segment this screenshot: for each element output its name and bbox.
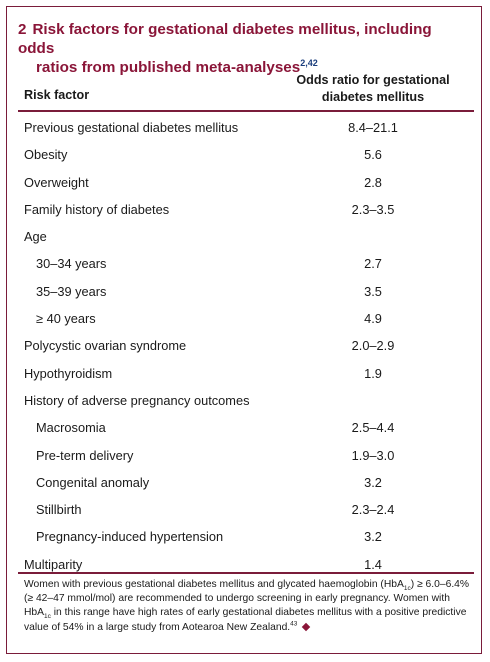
risk-factor-cell: Pre-term delivery — [36, 447, 134, 463]
table-row: Overweight 2.8 — [0, 169, 490, 196]
table-row: Stillbirth 2.3–2.4 — [0, 496, 490, 523]
footnote-part-1: Women with previous gestational diabetes… — [24, 579, 404, 590]
risk-factor-cell: Obesity — [24, 147, 68, 163]
end-diamond-icon — [302, 622, 311, 632]
table-row: Obesity 5.6 — [0, 141, 490, 168]
risk-factor-cell: Polycystic ovarian syndrome — [24, 338, 187, 354]
risk-factor-cell: History of adverse pregnancy outcomes — [24, 392, 250, 408]
odds-ratio-cell: 4.9 — [364, 311, 382, 327]
odds-ratio-cell: 2.7 — [364, 256, 382, 272]
title-references: 2,42 — [300, 57, 318, 68]
footnote-part-2: ) ≥ 6.0–6.4% (≥ 42–47 mmol/mol) are reco… — [24, 579, 470, 619]
table-row: Polycystic ovarian syndrome 2.0–2.9 — [0, 332, 490, 359]
odds-ratio-cell: 1.9 — [364, 365, 382, 381]
risk-factor-cell: Stillbirth — [36, 502, 82, 518]
risk-factor-cell: Overweight — [24, 174, 89, 190]
risk-factor-cell: Congenital anomaly — [36, 474, 150, 490]
column-header-risk-factor: Risk factor — [24, 88, 90, 102]
footnote-sub-1: 1c — [403, 585, 411, 593]
odds-ratio-cell: 2.0–2.9 — [351, 338, 395, 354]
table-row: Previous gestational diabetes mellitus 8.… — [0, 114, 490, 141]
table-row: Hypothyroidism 1.9 — [0, 360, 490, 387]
odds-ratio-cell: 5.6 — [364, 147, 382, 163]
table-row: Pre-term delivery 1.9–3.0 — [0, 442, 490, 469]
risk-factor-cell: Age — [24, 229, 47, 245]
table-row: Family history of diabetes 2.3–3.5 — [0, 196, 490, 223]
table-row: Multiparity 1.4 — [0, 551, 490, 578]
odds-ratio-cell: 3.5 — [364, 283, 382, 299]
risk-factor-cell: Multiparity — [24, 556, 83, 572]
risk-factor-cell: 35–39 years — [36, 283, 107, 299]
risk-factor-cell: Pregnancy-induced hypertension — [36, 529, 224, 545]
table-row: History of adverse pregnancy outcomes — [0, 387, 490, 414]
odds-ratio-cell: 2.5–4.4 — [351, 420, 395, 436]
odds-ratio-cell: 3.2 — [364, 474, 382, 490]
risk-factor-cell: ≥ 40 years — [36, 311, 96, 327]
table-frame — [6, 6, 482, 654]
risk-factor-cell: Family history of diabetes — [24, 201, 170, 217]
table-row: 30–34 years 2.7 — [0, 250, 490, 277]
table-row: 35–39 years 3.5 — [0, 278, 490, 305]
table-number: 2 — [18, 21, 27, 38]
risk-factor-cell: 30–34 years — [36, 256, 107, 272]
odds-ratio-cell: 3.2 — [364, 529, 382, 545]
risk-factor-cell: Hypothyroidism — [24, 365, 113, 381]
table-body: Previous gestational diabetes mellitus 8.… — [0, 114, 490, 578]
table-footnote: Women with previous gestational diabetes… — [24, 578, 470, 635]
odds-ratio-cell: 1.9–3.0 — [351, 447, 395, 463]
table-title: 2 Risk factors for gestational diabetes m… — [18, 20, 468, 77]
odds-ratio-cell: 2.8 — [364, 174, 382, 190]
table-row: Pregnancy-induced hypertension 3.2 — [0, 523, 490, 550]
odds-ratio-cell: 2.3–2.4 — [351, 502, 395, 518]
column-header-odds-line-1: Odds ratio for gestational — [296, 73, 450, 87]
title-line-1: Risk factors for gestational diabetes me… — [18, 21, 432, 57]
footnote-reference: 43 — [290, 620, 298, 628]
odds-ratio-cell: 1.4 — [364, 556, 382, 572]
odds-ratio-cell: 8.4–21.1 — [348, 120, 398, 135]
column-header-odds-line-2: diabetes mellitus — [321, 90, 425, 104]
header-rule — [18, 110, 474, 112]
table-row: Congenital anomaly 3.2 — [0, 469, 490, 496]
table-row: ≥ 40 years 4.9 — [0, 305, 490, 332]
odds-ratio-cell: 2.3–3.5 — [351, 201, 395, 217]
risk-factor-cell: Previous gestational diabetes mellitus — [24, 120, 239, 135]
footer-rule — [18, 572, 474, 574]
footnote-sub-2: 1c — [44, 613, 51, 621]
footnote-part-3: in this range have high rates of early g… — [24, 607, 467, 633]
table-row: Age — [0, 223, 490, 250]
column-header-odds-ratio: Odds ratio for gestational diabetes mell… — [280, 72, 466, 106]
table-row: Macrosomia 2.5–4.4 — [0, 414, 490, 441]
risk-factor-cell: Macrosomia — [36, 420, 106, 436]
title-line-2: ratios from published meta-analyses — [36, 59, 301, 76]
